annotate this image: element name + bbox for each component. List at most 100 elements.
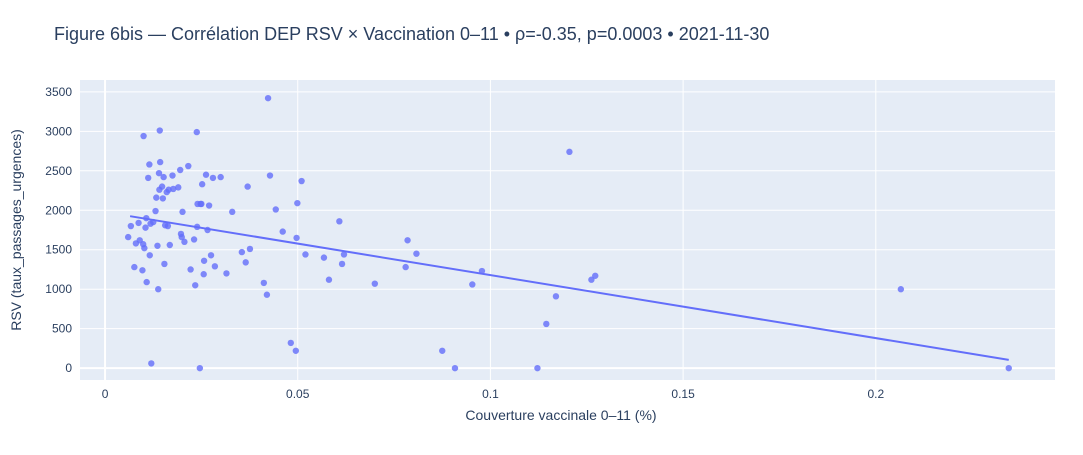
data-point[interactable]	[469, 281, 476, 288]
data-point[interactable]	[196, 364, 204, 372]
data-point[interactable]	[141, 244, 148, 252]
data-point[interactable]	[153, 194, 160, 201]
data-point[interactable]	[209, 174, 217, 182]
data-point[interactable]	[272, 206, 279, 213]
data-point[interactable]	[143, 214, 150, 222]
data-point[interactable]	[179, 208, 186, 216]
data-point[interactable]	[140, 132, 147, 140]
data-point[interactable]	[170, 185, 177, 193]
x-tick-label: 0.05	[286, 387, 310, 401]
data-point[interactable]	[161, 260, 168, 268]
data-point[interactable]	[146, 252, 153, 259]
y-tick-label: 1500	[45, 243, 72, 257]
data-point[interactable]	[154, 242, 161, 249]
data-point[interactable]	[402, 263, 409, 271]
data-point[interactable]	[185, 162, 192, 170]
data-point[interactable]	[124, 233, 132, 241]
data-point[interactable]	[158, 183, 166, 190]
data-point[interactable]	[534, 364, 541, 372]
data-point[interactable]	[451, 364, 459, 372]
data-point[interactable]	[320, 254, 328, 261]
y-tick-label: 2000	[45, 203, 72, 217]
data-point[interactable]	[292, 347, 300, 354]
data-point[interactable]	[338, 260, 346, 268]
data-point[interactable]	[263, 291, 271, 298]
data-point[interactable]	[246, 245, 254, 253]
data-point[interactable]	[566, 148, 573, 156]
data-point[interactable]	[146, 161, 153, 168]
data-point[interactable]	[166, 241, 173, 249]
data-point[interactable]	[159, 195, 167, 202]
y-tick-labels: 0 500 1000 1500 2000 2500 3000 3500	[45, 85, 72, 375]
data-point[interactable]	[325, 276, 333, 283]
data-point[interactable]	[244, 183, 251, 190]
data-point[interactable]	[175, 184, 182, 191]
data-point[interactable]	[202, 171, 210, 178]
data-point[interactable]	[160, 173, 167, 181]
data-point[interactable]	[200, 257, 208, 264]
data-point[interactable]	[156, 158, 164, 166]
data-point[interactable]	[552, 293, 560, 300]
data-point[interactable]	[371, 280, 379, 287]
data-point[interactable]	[169, 172, 176, 179]
data-point[interactable]	[293, 234, 300, 242]
data-point[interactable]	[204, 226, 211, 234]
data-point[interactable]	[1005, 364, 1012, 372]
data-point[interactable]	[211, 263, 219, 270]
data-point[interactable]	[150, 218, 157, 226]
trend-line-series	[129, 215, 1009, 361]
data-point[interactable]	[142, 224, 149, 231]
data-point[interactable]	[207, 252, 215, 259]
data-point[interactable]	[336, 218, 343, 225]
data-point[interactable]	[266, 172, 274, 179]
data-point[interactable]	[155, 169, 163, 177]
data-point[interactable]	[145, 174, 152, 182]
data-point[interactable]	[242, 259, 249, 266]
data-point[interactable]	[223, 270, 230, 277]
data-point[interactable]	[302, 251, 309, 258]
data-point[interactable]	[127, 222, 135, 230]
data-point[interactable]	[178, 233, 185, 241]
data-point[interactable]	[279, 228, 286, 235]
data-point[interactable]	[439, 347, 446, 354]
data-point[interactable]	[164, 222, 172, 230]
data-point[interactable]	[478, 267, 486, 275]
data-point[interactable]	[592, 272, 599, 279]
data-point[interactable]	[193, 223, 201, 231]
data-point[interactable]	[190, 236, 198, 243]
data-point[interactable]	[135, 219, 142, 227]
data-point[interactable]	[287, 339, 295, 347]
data-point[interactable]	[294, 199, 301, 207]
data-point[interactable]	[198, 200, 205, 208]
data-point[interactable]	[193, 128, 200, 136]
data-point[interactable]	[192, 282, 199, 289]
data-point[interactable]	[340, 251, 348, 258]
data-point[interactable]	[176, 166, 184, 174]
data-point[interactable]	[238, 248, 246, 256]
data-point[interactable]	[264, 94, 272, 102]
data-point[interactable]	[155, 286, 162, 293]
data-point[interactable]	[543, 320, 550, 328]
y-tick-label: 3000	[45, 124, 72, 138]
data-point[interactable]	[413, 250, 420, 257]
data-point[interactable]	[156, 127, 163, 134]
data-point[interactable]	[588, 276, 595, 283]
data-point[interactable]	[200, 271, 207, 278]
data-point[interactable]	[298, 177, 305, 185]
data-point[interactable]	[205, 202, 213, 209]
data-point[interactable]	[152, 207, 159, 215]
data-point[interactable]	[260, 279, 268, 287]
data-point[interactable]	[217, 173, 224, 181]
data-point[interactable]	[897, 286, 905, 293]
data-point[interactable]	[198, 181, 206, 188]
data-point[interactable]	[404, 237, 411, 244]
data-point[interactable]	[148, 360, 155, 367]
data-point[interactable]	[229, 208, 236, 216]
x-tick-label: 0	[102, 387, 109, 401]
data-point[interactable]	[143, 278, 150, 286]
data-point[interactable]	[181, 238, 188, 246]
data-point[interactable]	[131, 263, 138, 271]
data-point[interactable]	[187, 266, 194, 273]
data-point[interactable]	[139, 267, 146, 274]
